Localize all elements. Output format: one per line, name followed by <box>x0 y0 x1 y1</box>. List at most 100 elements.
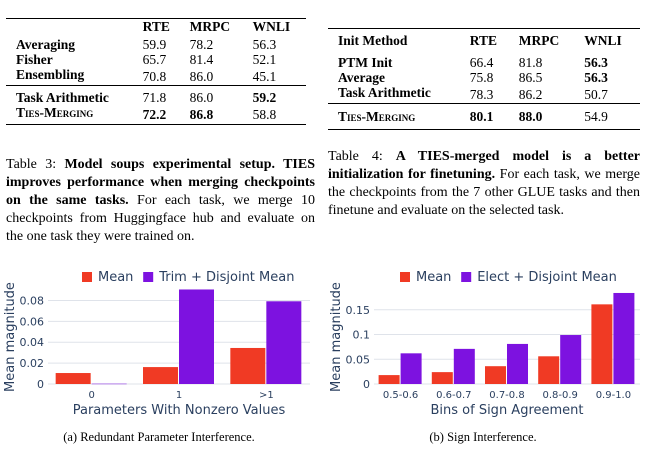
table-cell: 59.2 <box>246 85 306 105</box>
bar-second <box>266 301 302 384</box>
x-tick-label: 0 <box>88 390 94 401</box>
y-tick-label: 0.05 <box>346 353 371 366</box>
bar-mean <box>378 375 400 384</box>
x-axis-label: Bins of Sign Agreement <box>430 403 583 418</box>
table-row: Task Arithmetic 71.8 86.0 59.2 <box>6 85 306 105</box>
caption-bold: Model soups experimental setup. TIES imp… <box>6 157 315 208</box>
table-cell: 56.3 <box>584 55 608 70</box>
x-tick-label: 0.8-0.9 <box>542 390 577 401</box>
table-cell: 86.0 <box>183 85 247 105</box>
row-label: Average <box>338 70 385 85</box>
table-3-header-cell: WNLI <box>246 18 306 34</box>
table-4-header-cell: Init Method <box>328 28 464 52</box>
caption-label: Table 3: <box>6 157 57 172</box>
bar-mean <box>538 356 560 384</box>
legend-label: Elect + Disjoint Mean <box>477 270 617 285</box>
subcaption-a: (a) Redundant Parameter Interference. <box>63 430 255 444</box>
x-tick-label: 0.5-0.6 <box>383 390 418 401</box>
table-4-caption: Table 4: A TIES-merged model is a better… <box>328 148 640 220</box>
table-4-header-cell: MRPC <box>512 28 579 52</box>
subcaption-b: (b) Sign Interference. <box>429 430 537 444</box>
bar-mean <box>431 372 453 384</box>
table-row: Ensembling 70.8 86.0 45.1 <box>6 67 306 86</box>
legend-label: Trim + Disjoint Mean <box>158 270 294 285</box>
table-cell: 78.3 <box>469 86 494 102</box>
table-cell: 80.1 <box>463 103 513 130</box>
table-row: Task Arithmetic 78.3 86.2 50.7 <box>328 85 640 104</box>
row-label: Ties-Merging <box>328 103 464 130</box>
y-axis-label: Mean magnitude <box>329 282 344 392</box>
table-3-header-cell: MRPC <box>183 18 247 34</box>
table-cell: 59.9 <box>142 37 167 52</box>
legend-label: Mean <box>98 270 133 285</box>
y-tick-label: 0.15 <box>346 304 371 317</box>
table-3-header-row: RTE MRPC WNLI <box>6 18 306 34</box>
table-cell: 45.1 <box>252 68 277 84</box>
row-label: Task Arithmetic <box>6 85 137 105</box>
y-tick-label: 0.1 <box>353 329 371 342</box>
x-tick-label: 1 <box>176 390 182 401</box>
bar-second <box>560 335 582 384</box>
table-row: PTM Init 66.4 81.8 56.3 <box>328 52 640 70</box>
legend-swatch <box>143 272 154 282</box>
table-row: Averaging 59.9 78.2 56.3 <box>6 34 306 52</box>
bar-mean <box>230 347 266 384</box>
y-axis-label: Mean magnitude <box>3 282 18 392</box>
bar-mean <box>485 366 506 384</box>
table-cell: 56.3 <box>584 70 608 85</box>
caption-bold: A TIES-merged model is a better initiali… <box>328 149 641 182</box>
x-tick-label: 0.6-0.7 <box>436 390 471 401</box>
caption-label: Table 4: <box>328 149 383 164</box>
table-4-header-cell: RTE <box>463 28 513 52</box>
x-tick-label: 0.7-0.8 <box>489 390 524 401</box>
table-cell: 71.8 <box>136 85 184 105</box>
table-cell: 66.4 <box>469 55 494 70</box>
row-label: Task Arithmetic <box>338 85 431 100</box>
caption-body: For each task, we merge the checkpoints … <box>328 167 640 218</box>
y-tick-label: 0.06 <box>20 315 45 328</box>
table-cell: 81.8 <box>518 55 543 70</box>
table-cell: 81.4 <box>189 52 214 67</box>
table-cell: 72.2 <box>136 105 184 125</box>
bar-mean <box>591 304 613 384</box>
table-cell: 88.0 <box>512 103 579 130</box>
table-3-caption: Table 3: Model soups experimental setup.… <box>6 156 315 246</box>
x-tick-label: >1 <box>259 390 274 401</box>
bar-second <box>91 383 127 385</box>
table-3-header-cell: RTE <box>136 18 184 34</box>
bar-second <box>400 353 422 384</box>
row-label: Averaging <box>16 37 75 52</box>
bar-second <box>613 292 635 384</box>
legend-label: Mean <box>416 270 451 285</box>
row-label: PTM Init <box>338 55 393 70</box>
caption-body: For each task, we merge 10 checkpoints f… <box>6 193 316 244</box>
table-cell: 65.7 <box>142 52 167 67</box>
y-tick-label: 0.08 <box>20 294 45 307</box>
chart-sign-interference: 0 0.05 0.1 0.15 0.5-0.6 0.6-0.7 0.7-0.8 0.8-0.9… <box>329 270 640 418</box>
bar-mean <box>143 367 178 384</box>
table-cell: 78.2 <box>189 37 214 52</box>
bar-second <box>179 289 214 384</box>
table-cell: 56.3 <box>252 37 277 52</box>
table-4: Init Method RTE MRPC WNLI PTM Init 66.4 … <box>328 28 640 130</box>
legend-swatch <box>82 272 92 282</box>
table-cell: 86.2 <box>518 86 543 102</box>
table-cell: 86.5 <box>518 70 543 85</box>
row-label: Ties-Merging <box>6 105 137 125</box>
table-row: Fisher 65.7 81.4 52.1 <box>6 52 306 67</box>
y-tick-label: 0 <box>37 378 44 391</box>
y-tick-label: 0 <box>363 378 370 391</box>
bar-mean <box>55 373 91 384</box>
legend-swatch <box>461 272 472 282</box>
table-3-header-cell <box>6 18 137 34</box>
bar-second <box>453 348 475 384</box>
table-cell: 75.8 <box>469 70 494 85</box>
y-tick-label: 0.02 <box>20 357 45 370</box>
table-cell: 58.8 <box>246 105 306 125</box>
bar-second <box>507 343 528 384</box>
table-cell: 86.0 <box>189 68 214 84</box>
row-label: Fisher <box>16 52 53 67</box>
table-cell: 54.9 <box>578 103 640 130</box>
table-3: RTE MRPC WNLI Averaging 59.9 78.2 56.3 F… <box>6 18 306 125</box>
legend-swatch <box>400 272 410 282</box>
